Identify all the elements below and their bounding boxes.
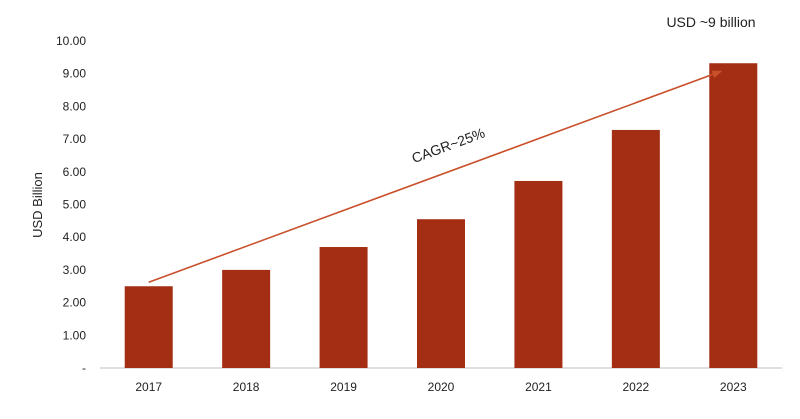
bar-2018 — [222, 269, 271, 368]
bars-group — [124, 63, 758, 369]
x-tick-label: 2021 — [525, 380, 552, 394]
top-right-annotation: USD ~9 billion — [666, 14, 755, 30]
x-tick-label: 2022 — [623, 380, 650, 394]
y-tick-label: 6.00 — [63, 165, 87, 179]
x-tick-label: 2017 — [135, 380, 162, 394]
trend-arrow — [148, 70, 723, 284]
y-tick-label: 4.00 — [63, 230, 87, 244]
bar-2023 — [709, 63, 758, 369]
x-tick-label: 2020 — [428, 380, 455, 394]
y-axis-ticks: - 1.00 2.00 3.00 4.00 5.00 6.00 7.00 8.00 9.00 10.… — [56, 34, 86, 375]
bar-2021 — [514, 180, 563, 368]
x-axis-ticks: 2017 2018 2019 2020 2021 2022 2023 — [135, 380, 747, 394]
x-tick-label: 2023 — [720, 380, 747, 394]
bar-2020 — [417, 219, 465, 368]
x-tick-label: 2019 — [330, 380, 357, 394]
y-axis-title: USD Billion — [30, 172, 45, 238]
bar-2022 — [611, 129, 660, 368]
bar-2017 — [124, 286, 173, 368]
y-tick-label: 1.00 — [63, 328, 87, 342]
y-tick-label: 10.00 — [56, 34, 86, 48]
y-tick-label: - — [82, 361, 86, 375]
y-tick-label: 5.00 — [63, 198, 87, 212]
y-tick-label: 2.00 — [63, 296, 87, 310]
y-tick-label: 9.00 — [63, 67, 87, 81]
bar-2019 — [319, 247, 368, 368]
x-tick-label: 2018 — [233, 380, 260, 394]
y-tick-label: 8.00 — [63, 99, 87, 113]
y-tick-label: 3.00 — [63, 263, 87, 277]
y-tick-label: 7.00 — [63, 132, 87, 146]
cagr-label: CAGR~25% — [410, 125, 487, 167]
